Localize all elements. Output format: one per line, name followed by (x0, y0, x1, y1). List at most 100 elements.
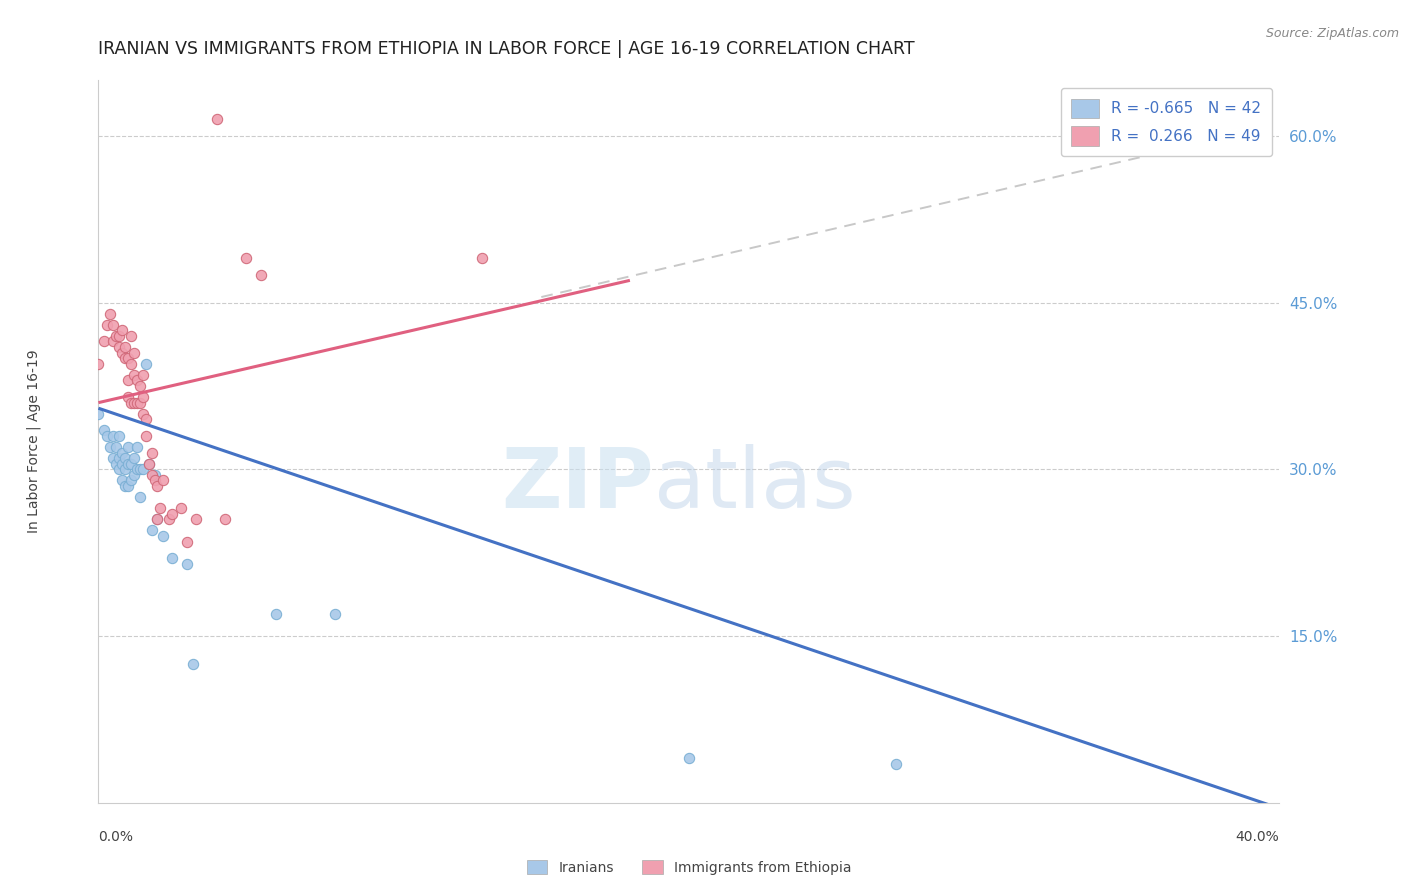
Point (138, 457, 160, 471)
Text: atlas: atlas (654, 444, 855, 525)
Point (135, 412, 157, 426)
Point (146, 512, 169, 526)
Point (114, 479, 136, 493)
Point (105, 329, 128, 343)
Point (181, 657, 204, 671)
Point (184, 512, 207, 526)
Point (138, 457, 160, 471)
Point (141, 467, 163, 482)
Point (152, 474, 174, 488)
Point (120, 357, 142, 371)
Point (111, 345, 134, 359)
Point (120, 457, 142, 471)
Point (149, 501, 172, 516)
Point (117, 440, 139, 454)
Point (117, 479, 139, 493)
Legend: Iranians, Immigrants from Ethiopia: Iranians, Immigrants from Ethiopia (522, 855, 856, 880)
Point (120, 474, 142, 488)
Point (122, 467, 145, 482)
Point (132, 368, 155, 382)
Point (122, 451, 145, 466)
Point (117, 390, 139, 404)
Point (471, 251, 494, 265)
Point (250, 268, 273, 282)
Point (128, 490, 150, 504)
Point (122, 368, 145, 382)
Point (132, 407, 155, 421)
Point (162, 507, 184, 521)
Legend: R = -0.665   N = 42, R =  0.266   N = 49: R = -0.665 N = 42, R = 0.266 N = 49 (1060, 88, 1272, 156)
Text: Source: ZipAtlas.com: Source: ZipAtlas.com (1265, 27, 1399, 40)
Point (128, 379, 150, 393)
Point (125, 440, 148, 454)
Point (96, 429, 118, 443)
Point (125, 395, 148, 409)
Point (146, 512, 169, 526)
Point (264, 607, 287, 621)
Point (105, 440, 128, 454)
Point (122, 395, 145, 409)
Point (103, 451, 125, 466)
Point (143, 467, 166, 482)
Point (111, 323, 134, 337)
Point (128, 395, 150, 409)
Point (117, 351, 139, 366)
Point (162, 551, 184, 566)
Point (152, 529, 174, 543)
Point (135, 357, 157, 371)
Point (176, 534, 198, 549)
Point (125, 462, 148, 476)
Point (98, 307, 121, 321)
Point (146, 479, 169, 493)
Point (108, 329, 131, 343)
Point (128, 462, 150, 476)
Point (205, 112, 228, 127)
Point (105, 457, 128, 471)
Point (114, 351, 136, 366)
Point (120, 329, 142, 343)
Point (96, 318, 118, 332)
Point (176, 557, 198, 571)
Point (108, 340, 131, 354)
Point (125, 373, 148, 387)
Point (111, 457, 134, 471)
Text: ZIP: ZIP (501, 444, 654, 525)
Point (141, 445, 163, 459)
Point (114, 451, 136, 466)
Point (111, 445, 134, 459)
Point (122, 345, 145, 359)
Text: 0.0%: 0.0% (98, 830, 134, 844)
Point (111, 474, 134, 488)
Point (884, 756, 907, 771)
Point (141, 524, 163, 538)
Point (87, 407, 110, 421)
Point (143, 474, 166, 488)
Point (103, 334, 125, 349)
Point (93, 334, 115, 349)
Point (132, 390, 155, 404)
Text: IRANIAN VS IMMIGRANTS FROM ETHIOPIA IN LABOR FORCE | AGE 16-19 CORRELATION CHART: IRANIAN VS IMMIGRANTS FROM ETHIOPIA IN L… (98, 40, 915, 58)
Point (132, 462, 155, 476)
Point (93, 424, 115, 438)
Point (678, 751, 700, 765)
Point (103, 429, 125, 443)
Point (170, 501, 193, 516)
Point (120, 395, 142, 409)
Point (117, 457, 139, 471)
Point (108, 429, 131, 443)
Point (117, 373, 139, 387)
Point (98, 440, 121, 454)
Point (157, 512, 180, 526)
Point (87, 357, 110, 371)
Point (108, 451, 131, 466)
Point (103, 318, 125, 332)
Point (235, 251, 257, 265)
Point (108, 462, 131, 476)
Text: 40.0%: 40.0% (1236, 830, 1279, 844)
Point (135, 429, 157, 443)
Point (114, 340, 136, 354)
Point (214, 512, 236, 526)
Text: In Labor Force | Age 16-19: In Labor Force | Age 16-19 (27, 350, 41, 533)
Point (323, 607, 346, 621)
Point (114, 462, 136, 476)
